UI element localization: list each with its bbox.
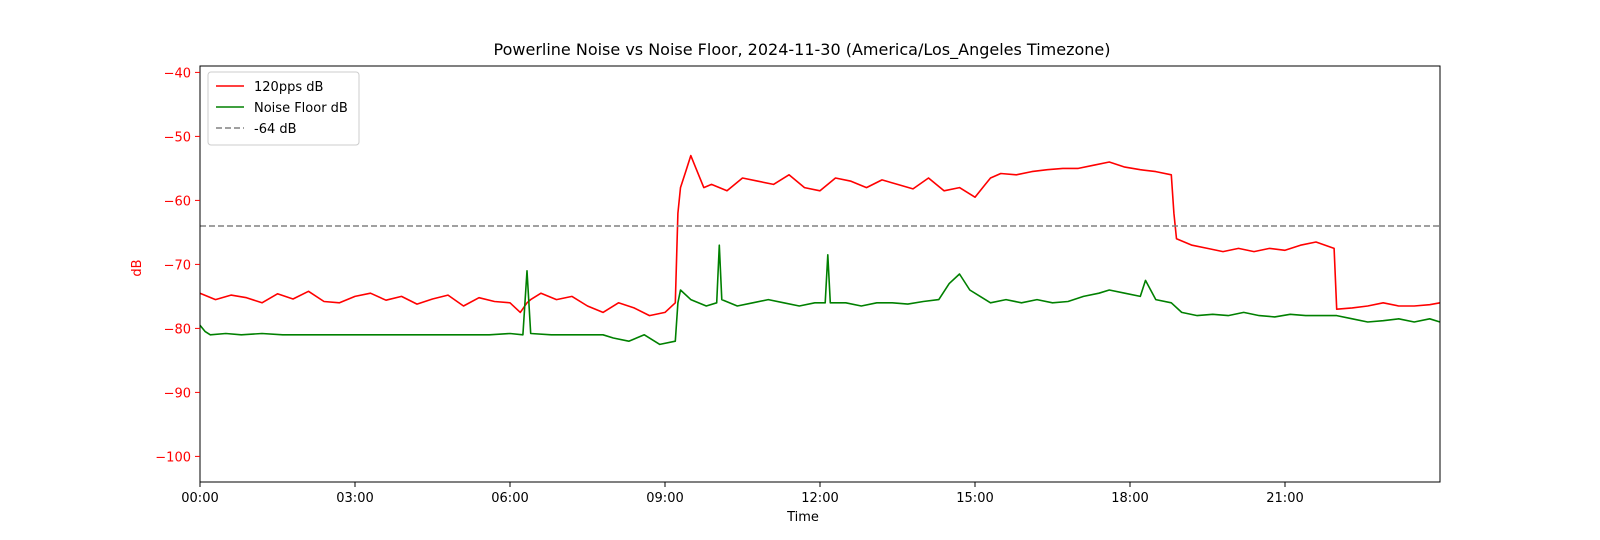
legend-label-120pps-db: 120pps dB bbox=[254, 80, 323, 95]
series-line-noise-floor-db bbox=[199, 244, 1441, 346]
x-tick-label: 03:00 bbox=[336, 491, 373, 506]
legend-label-noise-floor-db: Noise Floor dB bbox=[254, 101, 348, 116]
y-tick-label: −50 bbox=[164, 130, 191, 145]
x-tick-label: 06:00 bbox=[491, 491, 528, 506]
x-axis-label: Time bbox=[786, 510, 819, 525]
y-tick-label: −70 bbox=[164, 258, 191, 273]
x-tick-label: 12:00 bbox=[801, 491, 838, 506]
series-line-120pps-db bbox=[199, 154, 1441, 317]
legend: 120pps dB Noise Floor dB -64 dB bbox=[207, 71, 360, 146]
x-tick-label: 15:00 bbox=[956, 491, 993, 506]
y-tick-label: −40 bbox=[164, 66, 191, 81]
x-tick-label: 18:00 bbox=[1111, 491, 1148, 506]
y-tick-label: −80 bbox=[164, 322, 191, 337]
legend-label-64-db: -64 dB bbox=[254, 122, 297, 137]
y-tick-label: −90 bbox=[164, 386, 191, 401]
y-tick-label: −100 bbox=[155, 450, 191, 465]
x-tick-label: 21:00 bbox=[1266, 491, 1303, 506]
x-tick-label: 00:00 bbox=[181, 491, 218, 506]
plot-frame bbox=[199, 65, 1441, 483]
axis-ticks: 00:00 03:00 06:00 09:00 12:00 15:00 18:00 21:00… bbox=[155, 66, 1303, 506]
plot-area bbox=[199, 154, 1441, 346]
y-axis-label: dB bbox=[130, 259, 145, 276]
legend-box bbox=[207, 71, 360, 146]
y-tick-label: −60 bbox=[164, 194, 191, 209]
chart-title: Powerline Noise vs Noise Floor, 2024-11-… bbox=[494, 40, 1111, 60]
x-tick-label: 09:00 bbox=[646, 491, 683, 506]
